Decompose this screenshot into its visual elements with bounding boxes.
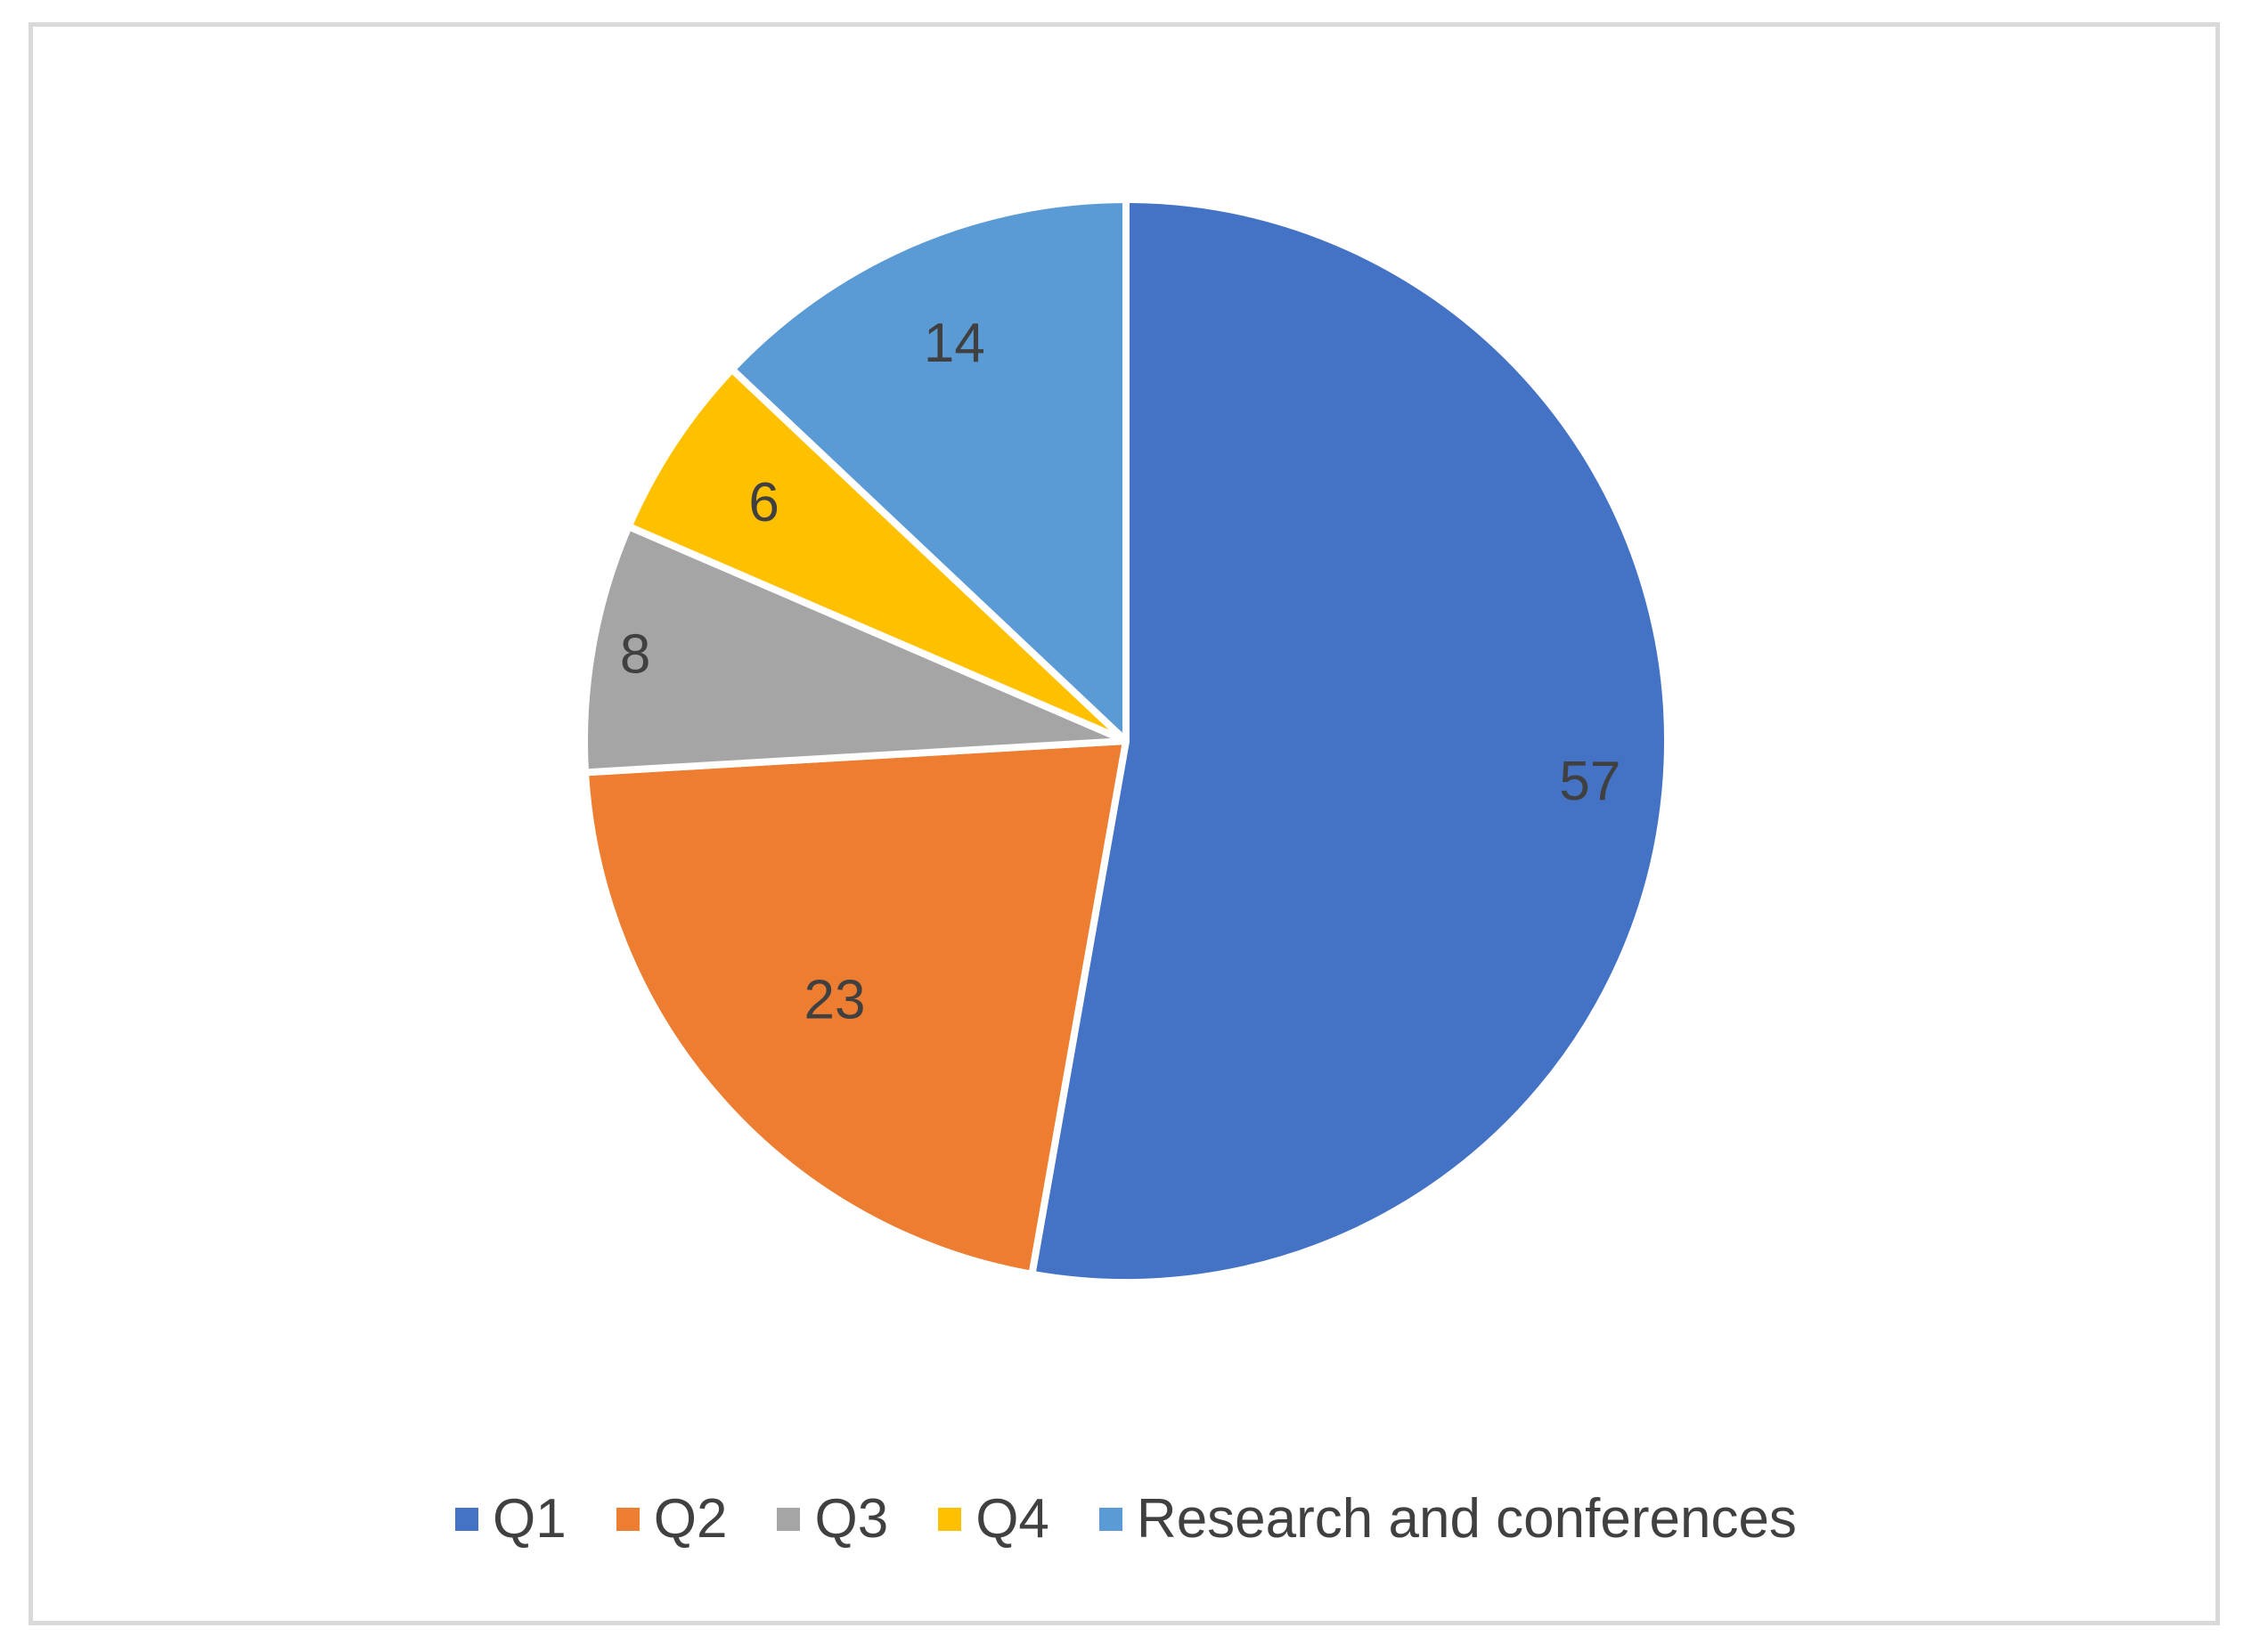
data-label-research-and-conferences: 14 bbox=[924, 313, 985, 374]
pie-data-labels: 57 23 8 6 14 bbox=[620, 313, 1620, 1031]
legend-item-q4: Q4 bbox=[938, 1487, 1049, 1550]
legend-label: Q3 bbox=[814, 1488, 889, 1550]
legend-label: Q1 bbox=[493, 1488, 567, 1550]
legend-swatch bbox=[616, 1507, 640, 1531]
legend-item-q3: Q3 bbox=[777, 1487, 888, 1550]
legend-item-q2: Q2 bbox=[616, 1487, 728, 1550]
data-label-q4: 6 bbox=[748, 472, 779, 533]
legend-swatch bbox=[777, 1507, 801, 1531]
legend-label: Q2 bbox=[653, 1488, 728, 1550]
pie-slice-research-and-conferences bbox=[728, 196, 1130, 745]
data-label-q3: 8 bbox=[620, 623, 650, 685]
pie-slice-q3 bbox=[581, 523, 1130, 777]
legend-swatch bbox=[1098, 1507, 1122, 1531]
pie-slice-q4 bbox=[624, 365, 1130, 745]
legend-swatch bbox=[938, 1507, 962, 1531]
legend-item-research-and-conferences: Research and conferences bbox=[1098, 1487, 1797, 1550]
data-label-q1: 57 bbox=[1559, 751, 1620, 812]
legend-label: Research and conferences bbox=[1136, 1488, 1797, 1550]
data-label-q2: 23 bbox=[804, 970, 865, 1031]
legend-swatch bbox=[455, 1507, 479, 1531]
legend: Q1 Q2 Q3 Q4 Research and conferences bbox=[0, 1487, 2252, 1550]
pie-slices bbox=[581, 196, 1672, 1286]
legend-label: Q4 bbox=[975, 1488, 1049, 1550]
legend-item-q1: Q1 bbox=[455, 1487, 567, 1550]
pie-slice-q1 bbox=[1028, 196, 1672, 1286]
pie-slice-q2 bbox=[582, 737, 1130, 1278]
